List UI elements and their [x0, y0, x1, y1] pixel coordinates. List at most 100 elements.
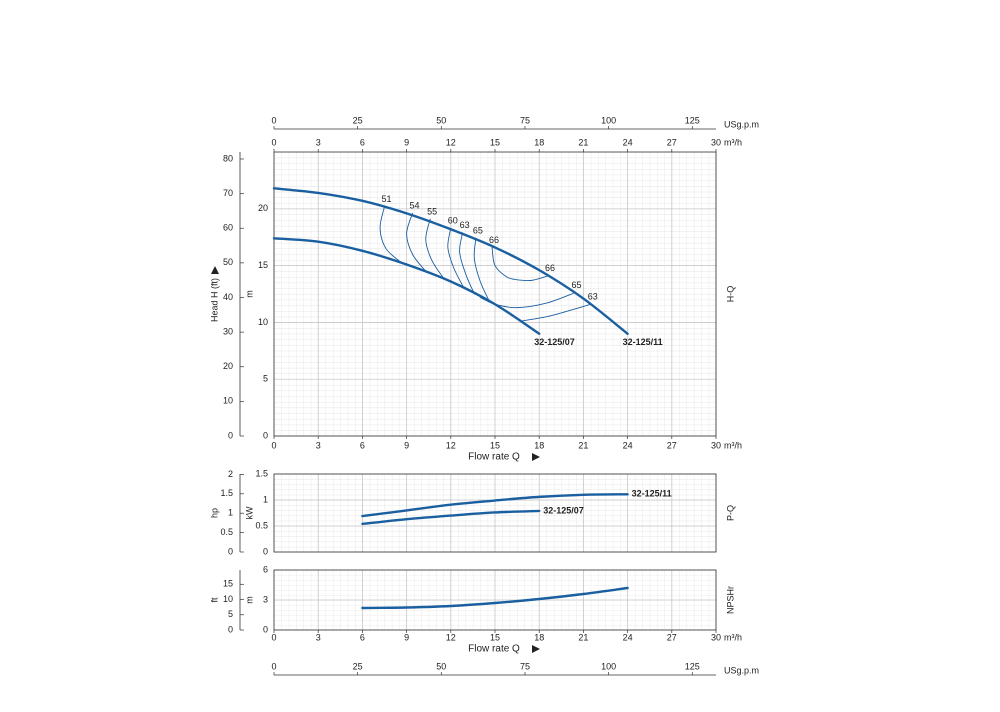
- x-tick-label: 15: [490, 137, 500, 147]
- x2-tick-label: 125: [685, 115, 700, 125]
- efficiency-label: 66: [545, 263, 555, 273]
- y-tick-label: 20: [258, 203, 268, 213]
- efficiency-label: 54: [409, 201, 419, 211]
- y2-axis-title: hp: [209, 508, 219, 518]
- x-tick-label: 15: [490, 632, 500, 642]
- efficiency-label: 63: [460, 220, 470, 230]
- x-unit: m³/h: [724, 137, 742, 147]
- x-tick-label: 0: [271, 632, 276, 642]
- curve: [361, 586, 629, 610]
- x-tick-label: 6: [360, 632, 365, 642]
- y-tick-label: 10: [258, 317, 268, 327]
- x-tick-label: 18: [534, 137, 544, 147]
- efficiency-label: 51: [381, 194, 391, 204]
- y-tick-label: 6: [263, 564, 268, 574]
- x-tick-label: 27: [667, 137, 677, 147]
- x2-tick-label: 25: [353, 661, 363, 671]
- curve: [361, 509, 541, 526]
- x-tick-label: 27: [667, 440, 677, 450]
- x-tick-label: 6: [360, 440, 365, 450]
- y-tick-label: 0: [263, 624, 268, 634]
- y2-tick-label: 50: [223, 257, 233, 267]
- x-tick-label: 24: [623, 440, 633, 450]
- x2-tick-label: 100: [601, 661, 616, 671]
- x-tick-label: 6: [360, 137, 365, 147]
- x-tick-label: 21: [578, 137, 588, 147]
- y-tick-label: 0.5: [255, 520, 268, 530]
- x2-tick-label: 50: [436, 115, 446, 125]
- side-label: P-Q: [725, 505, 735, 521]
- x2-tick-label: 75: [520, 661, 530, 671]
- x-tick-label: 30: [711, 137, 721, 147]
- y2-tick-label: 10: [223, 396, 233, 406]
- side-label: H-Q: [725, 286, 735, 303]
- efficiency-curve: [425, 218, 444, 279]
- y-axis-title: kW: [244, 506, 254, 520]
- y2-tick-label: 1: [228, 508, 233, 518]
- efficiency-label: 55: [427, 206, 437, 216]
- plot-frame: [273, 473, 717, 553]
- y2-tick-label: 0.5: [220, 527, 233, 537]
- x-tick-label: 9: [404, 137, 409, 147]
- y2-tick-label: 5: [228, 609, 233, 619]
- y2-tick-label: 60: [223, 223, 233, 233]
- arrow: [532, 645, 540, 653]
- x-tick-label: 24: [623, 632, 633, 642]
- x-tick-label: 21: [578, 440, 588, 450]
- x2-unit: USg.p.m: [724, 665, 759, 675]
- arrow: [532, 453, 540, 461]
- efficiency-curve: [406, 212, 427, 272]
- y-tick-label: 0: [263, 546, 268, 556]
- y2-axis-title: ft: [209, 597, 219, 603]
- y2-tick-label: 15: [223, 579, 233, 589]
- series-label: 32-125/07: [534, 337, 575, 347]
- efficiency-curve: [447, 227, 465, 289]
- x-tick-label: 30: [711, 632, 721, 642]
- x-tick-label: 3: [316, 440, 321, 450]
- x-axis-title: Flow rate Q: [468, 644, 520, 655]
- y2-axis-title: Head H (ft): [209, 278, 219, 322]
- curve: [361, 493, 629, 518]
- series-label: 32-125/11: [623, 337, 663, 347]
- x-tick-label: 9: [404, 632, 409, 642]
- y2-tick-label: 80: [223, 153, 233, 163]
- x2-tick-label: 75: [520, 115, 530, 125]
- efficiency-label: 65: [473, 226, 483, 236]
- y2-tick-label: 30: [223, 326, 233, 336]
- y-tick-label: 5: [263, 374, 268, 384]
- y2-tick-label: 0: [228, 546, 233, 556]
- y-tick-label: 3: [263, 594, 268, 604]
- x-tick-label: 0: [271, 440, 276, 450]
- series-label: 32-125/07: [543, 505, 584, 515]
- x-tick-label: 9: [404, 440, 409, 450]
- efficiency-label: 60: [448, 215, 458, 225]
- x2-tick-label: 0: [271, 115, 276, 125]
- x-axis-title: Flow rate Q: [468, 452, 520, 463]
- x-unit: m³/h: [724, 632, 742, 642]
- arrow: [211, 266, 219, 274]
- y-tick-label: 1: [263, 494, 268, 504]
- x2-tick-label: 25: [353, 115, 363, 125]
- y2-tick-label: 0: [228, 430, 233, 440]
- y-tick-label: 15: [258, 260, 268, 270]
- y-axis-title: m: [244, 596, 254, 604]
- y2-tick-label: 70: [223, 188, 233, 198]
- x-tick-label: 30: [711, 440, 721, 450]
- x2-tick-label: 125: [685, 661, 700, 671]
- x-tick-label: 24: [623, 137, 633, 147]
- x2-tick-label: 50: [436, 661, 446, 671]
- x-tick-label: 3: [316, 632, 321, 642]
- x-tick-label: 12: [446, 632, 456, 642]
- series-label: 32-125/11: [632, 489, 672, 499]
- x-tick-label: 21: [578, 632, 588, 642]
- x-tick-label: 15: [490, 440, 500, 450]
- y2-tick-label: 1.5: [220, 488, 233, 498]
- efficiency-label: 65: [572, 280, 582, 290]
- y2-tick-label: 0: [228, 624, 233, 634]
- x-unit: m³/h: [724, 440, 742, 450]
- x-tick-label: 18: [534, 440, 544, 450]
- y-tick-label: 0: [263, 430, 268, 440]
- efficiency-label: 63: [588, 292, 598, 302]
- efficiency-curve: [459, 232, 475, 295]
